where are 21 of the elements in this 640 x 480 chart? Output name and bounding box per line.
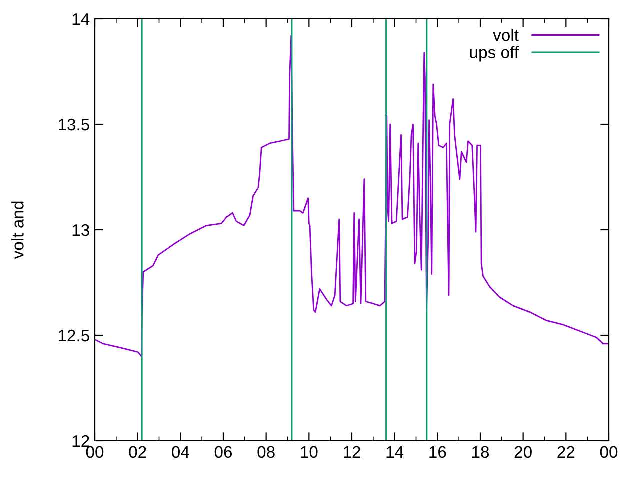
y-axis-title: volt and — [12, 202, 24, 260]
x-tick-label: 16 — [430, 446, 446, 458]
x-tick-label: 22 — [558, 446, 575, 458]
legend-label: volt — [493, 29, 519, 42]
y-tick-label: 13 — [72, 224, 90, 236]
x-tick-label: 14 — [386, 446, 404, 458]
x-tick-label: 08 — [258, 446, 275, 458]
x-tick-label: 18 — [472, 446, 490, 458]
y-tick-label: 14 — [72, 14, 90, 26]
x-tick-label: 00 — [86, 446, 104, 458]
y-tick-label: 13.5 — [58, 118, 90, 131]
x-tick-label: 06 — [214, 446, 232, 458]
legend-label: ups off — [470, 46, 520, 62]
y-tick-label: 12.5 — [58, 330, 90, 342]
x-tick-label: 12 — [344, 446, 360, 458]
x-tick-label: 00 — [600, 446, 618, 458]
y-tick-label: 12 — [72, 435, 90, 448]
x-tick-label: 02 — [129, 446, 146, 458]
x-tick-label: 10 — [301, 446, 318, 458]
x-tick-label: 04 — [172, 446, 190, 458]
x-tick-label: 20 — [514, 446, 532, 458]
